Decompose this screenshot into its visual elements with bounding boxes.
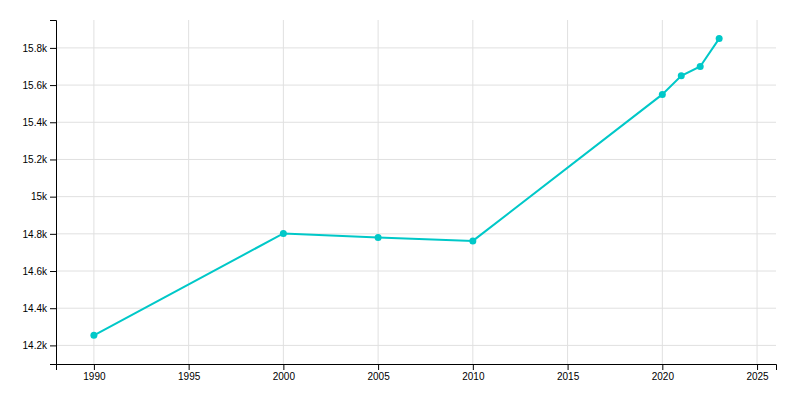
chart-container: 1990199520002005201020152020202514.2k14.… — [0, 0, 800, 400]
x-tick: 2005 — [367, 364, 390, 382]
x-grid-line — [93, 20, 94, 364]
y-tick: 14.8k — [23, 229, 56, 240]
y-tick-label: 15.4k — [23, 117, 48, 128]
point — [659, 91, 666, 98]
x-tick-label: 2005 — [367, 371, 390, 382]
x-tick-mark — [283, 364, 284, 370]
point — [469, 237, 476, 244]
x-tick: 1990 — [83, 364, 106, 382]
point — [716, 35, 723, 42]
y-tick: 15.8k — [23, 43, 56, 54]
x-tick-mark — [662, 364, 663, 370]
y-tick-mark — [50, 122, 56, 123]
x-tick-label: 2020 — [652, 371, 675, 382]
y-tick-mark — [50, 48, 56, 49]
y-tick-mark — [50, 85, 56, 86]
x-tick-mark — [757, 364, 758, 370]
y-tick-mark — [50, 159, 56, 160]
x-grid-line — [567, 20, 568, 364]
y-tick-mark — [50, 345, 56, 346]
x-tick: 2015 — [557, 364, 580, 382]
y-tick: 14.4k — [23, 303, 56, 314]
x-tick-label: 2025 — [746, 371, 769, 382]
x-grid-line — [188, 20, 189, 364]
x-tick: 2020 — [652, 364, 675, 382]
y-grid-line — [56, 47, 776, 48]
y-tick: 15.4k — [23, 117, 56, 128]
y-tick-mark — [50, 308, 56, 309]
y-tick-label: 14.6k — [23, 266, 48, 277]
y-tick-label: 14.8k — [23, 229, 48, 240]
chart-svg: 1990199520002005201020152020202514.2k14.… — [0, 0, 800, 400]
x-tick-label: 1995 — [178, 371, 201, 382]
point — [280, 230, 287, 237]
y-grid-line — [56, 85, 776, 86]
x-tick-label: 1990 — [83, 371, 106, 382]
x-grid-line — [283, 20, 284, 364]
y-grid-line — [56, 159, 776, 160]
x-grid-line — [757, 20, 758, 364]
x-tick-label: 2010 — [462, 371, 485, 382]
y-tick: 15.2k — [23, 154, 56, 165]
x-axis: 1990 1995 2000 2005 2010 2015 2020 2025 — [57, 364, 777, 382]
x-tick: 2010 — [462, 364, 485, 382]
y-tick-label: 14.4k — [23, 303, 48, 314]
y-grid-line — [56, 345, 776, 346]
x-tick-label: 2015 — [557, 371, 580, 382]
y-tick-mark — [50, 271, 56, 272]
point — [90, 332, 97, 339]
grid — [56, 20, 776, 364]
x-tick: 1995 — [178, 364, 201, 382]
x-grid-line — [662, 20, 663, 364]
y-tick: 15k — [31, 191, 56, 202]
y-tick-label: 15.2k — [23, 154, 48, 165]
y-tick: 14.6k — [23, 266, 56, 277]
y-grid-line — [56, 308, 776, 309]
y-axis-line — [50, 21, 57, 365]
x-tick: 2025 — [746, 364, 769, 382]
x-tick-mark — [568, 364, 569, 370]
y-grid-line — [56, 233, 776, 234]
x-tick-mark — [378, 364, 379, 370]
y-tick: 14.2k — [23, 340, 56, 351]
x-tick-label: 2000 — [273, 371, 296, 382]
x-grid-line — [472, 20, 473, 364]
marks — [90, 35, 722, 339]
y-grid-line — [56, 271, 776, 272]
line — [94, 39, 719, 336]
x-tick-mark — [94, 364, 95, 370]
point — [678, 72, 685, 79]
y-grid-line — [56, 122, 776, 123]
y-tick-mark — [50, 234, 56, 235]
y-tick-label: 14.2k — [23, 340, 48, 351]
y-tick-label: 15k — [31, 191, 48, 202]
x-tick-mark — [473, 364, 474, 370]
point — [375, 234, 382, 241]
x-grid-line — [378, 20, 379, 364]
y-tick-label: 15.6k — [23, 80, 48, 91]
x-tick: 2000 — [273, 364, 296, 382]
y-tick: 15.6k — [23, 80, 56, 91]
plot-area: 1990199520002005201020152020202514.2k14.… — [23, 20, 777, 382]
x-axis-line — [57, 365, 777, 371]
y-grid-line — [56, 196, 776, 197]
y-tick-mark — [50, 197, 56, 198]
x-tick-mark — [189, 364, 190, 370]
y-tick-label: 15.8k — [23, 43, 48, 54]
point — [697, 63, 704, 70]
y-axis: 14.2k 14.4k 14.6k 14.8k 15k 15.2k 15.4k 15.6k 15… — [23, 21, 57, 365]
